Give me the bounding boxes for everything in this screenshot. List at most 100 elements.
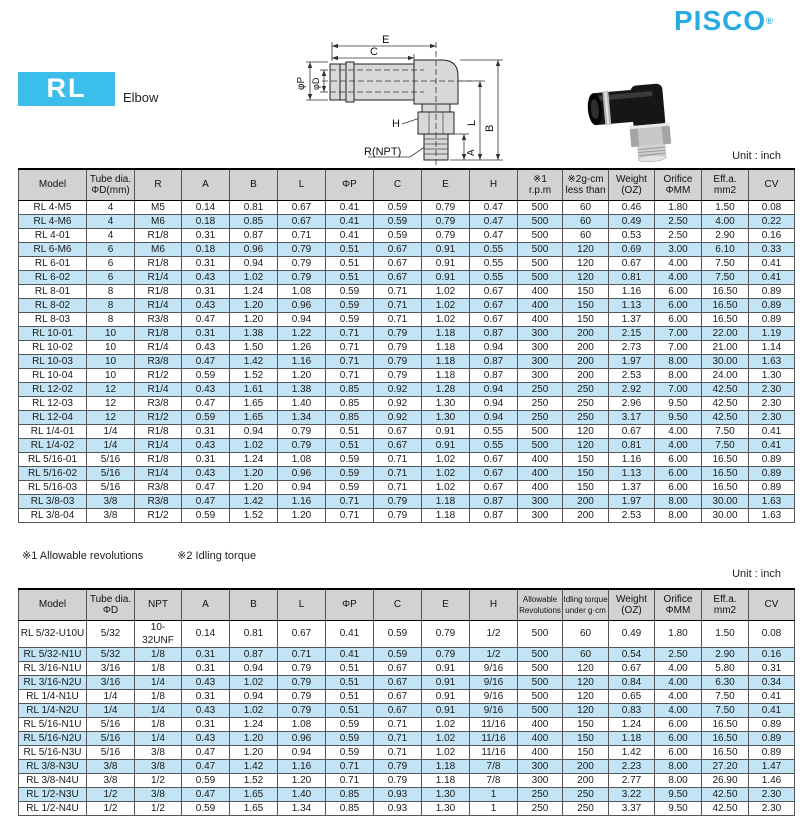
table-cell: 0.93 [373,800,422,816]
table-cell: 0.59 [325,297,374,313]
table-cell: 1.34 [277,800,326,816]
table-cell: 1.18 [421,758,470,774]
table-row: RL 8-03 8 R3/8 0.47 1.20 0.94 0.59 0.71 1.02 0.67… [18,311,795,327]
table-cell: 0.51 [325,660,374,676]
table-cell: 2.96 [608,395,655,411]
table-cell: 0.89 [748,451,795,467]
table-cell: 0.71 [373,716,422,732]
table-cell: 1/2 [469,646,518,662]
table-cell: 0.87 [469,507,518,523]
table-cell: 1/2 [86,786,135,802]
table-cell: 1.20 [277,367,326,383]
table-cell: 0.31 [181,227,230,243]
table-cell: 250 [562,786,609,802]
column-header: B [229,168,278,201]
table-cell: 0.67 [469,283,518,299]
table-cell: 250 [517,800,563,816]
table-cell: 1.20 [229,479,278,495]
table-cell: 60 [562,227,609,243]
table-cell: 8.00 [654,507,702,523]
table-cell: R3/8 [134,311,182,327]
table-cell: 0.91 [421,674,470,690]
table-cell: R1/4 [134,437,182,453]
table-cell: 0.71 [277,227,326,243]
table-cell: 3.22 [608,786,655,802]
table-cell: 0.79 [373,367,422,383]
table-cell: 0.43 [181,437,230,453]
table-cell: 1.30 [748,367,795,383]
table-cell: 200 [562,772,609,788]
table-cell: 0.31 [181,283,230,299]
table-cell: 300 [517,758,563,774]
column-header: Eff.a. mm2 [701,588,749,621]
table-cell: RL 1/4-02 [18,437,87,453]
table-cell: 16.50 [701,311,749,327]
table-cell: 0.79 [421,199,470,215]
product-photo [587,83,672,162]
table-cell: 0.79 [373,758,422,774]
table-cell: 1.02 [421,730,470,746]
table-cell: 500 [517,660,563,676]
table-cell: 0.71 [325,367,374,383]
table-cell: 0.79 [373,325,422,341]
table-cell: 0.85 [325,786,374,802]
table-cell: 0.41 [325,213,374,229]
table-cell: 0.69 [608,241,655,257]
table-cell: 1.80 [654,199,702,215]
table-cell: 400 [517,744,563,760]
table-cell: 0.87 [229,646,278,662]
column-header: C [373,588,422,621]
table-cell: 0.51 [325,241,374,257]
table-cell: 500 [517,688,563,704]
table-cell: 0.94 [469,381,518,397]
table-cell: 0.67 [277,619,326,648]
table-cell: 250 [562,395,609,411]
table-cell: RL 10-04 [18,367,87,383]
column-header: CV [748,588,795,621]
spec-table-metric: Model Tube dia. ΦD(mm) R A B L ΦP C E H ※1 r.p.m ※2… [18,168,795,523]
table-cell: 250 [517,786,563,802]
table-cell: 0.22 [748,213,795,229]
table-cell: 1.63 [748,493,795,509]
column-header: ΦP [325,168,374,201]
table-row: RL 5/16-03 5/16 R3/8 0.47 1.20 0.94 0.59 0.71 1.… [18,479,795,495]
table-cell: 1.18 [421,367,470,383]
table-cell: 1.65 [229,800,278,816]
table-cell: 0.59 [325,744,374,760]
table-cell: 3/8 [134,744,182,760]
table-cell: 1.40 [277,395,326,411]
table-cell: 0.18 [181,213,230,229]
column-header: ※2g-cm less than [562,168,609,201]
table-cell: RL 12-04 [18,409,87,425]
table-cell: 0.67 [608,660,655,676]
table-cell: 16.50 [701,451,749,467]
table-cell: 400 [517,451,563,467]
table-cell: 0.85 [325,800,374,816]
table-cell: RL 8-02 [18,297,87,313]
table-cell: 1.20 [229,744,278,760]
table-cell: M6 [134,213,182,229]
table-cell: 0.54 [608,646,655,662]
table-cell: 2.50 [654,646,702,662]
table-cell: 1.20 [277,772,326,788]
table-cell: 1.02 [421,283,470,299]
table-cell: 16.50 [701,465,749,481]
table-cell: 30.00 [701,353,749,369]
table-cell: 5.80 [701,660,749,676]
table-cell: 7.50 [701,423,749,439]
table-cell: 11/16 [469,744,518,760]
table-cell: 3/8 [86,772,135,788]
table-cell: 0.94 [277,479,326,495]
dim-label-d: φD [311,77,321,90]
table-cell: 0.71 [373,297,422,313]
table-cell: 0.91 [421,660,470,676]
table-cell: 16.50 [701,744,749,760]
table-cell: 0.49 [608,213,655,229]
table-cell: 0.89 [748,311,795,327]
series-badge: RL [18,72,115,106]
table-cell: 6.00 [654,451,702,467]
table-cell: 500 [517,269,563,285]
table-cell: 0.67 [373,660,422,676]
table-cell: 6 [86,241,135,257]
